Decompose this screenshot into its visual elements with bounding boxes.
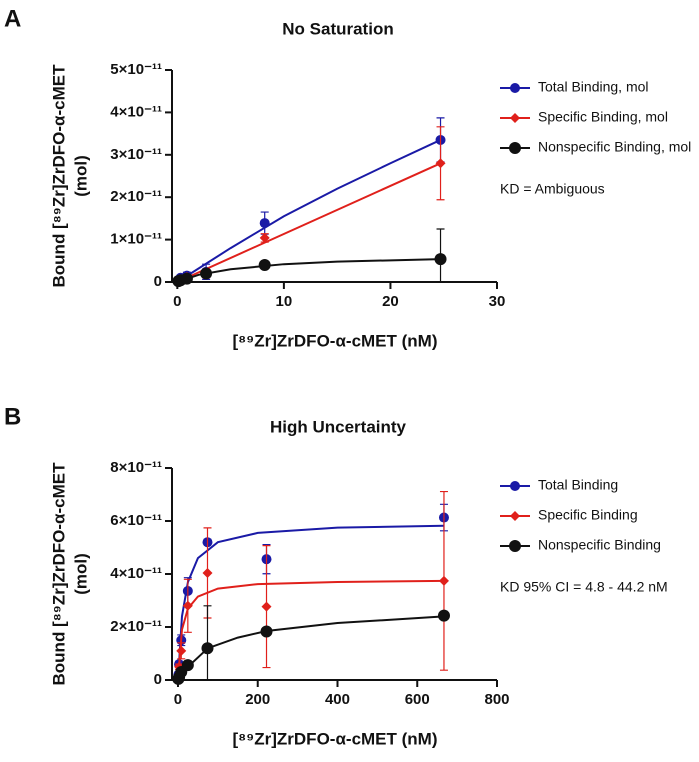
- annotation: KD 95% CI = 4.8 - 44.2 nM: [500, 579, 668, 595]
- annotation: KD = Ambiguous: [500, 181, 605, 197]
- data-point: [434, 253, 447, 266]
- panel-label: B: [4, 403, 21, 430]
- y-tick-label: 6×10⁻¹¹: [110, 512, 162, 529]
- x-tick-label: 30: [489, 293, 506, 310]
- legend-marker: [510, 83, 520, 93]
- legend-marker: [509, 540, 521, 552]
- legend-marker: [509, 142, 521, 154]
- data-point: [202, 567, 213, 578]
- legend-label: Nonspecific Binding, mol: [538, 139, 691, 155]
- data-point: [259, 218, 270, 229]
- y-tick-label: 2×10⁻¹¹: [110, 188, 162, 205]
- data-point: [260, 625, 273, 638]
- x-tick-label: 20: [382, 293, 399, 310]
- fit-curve: [176, 139, 441, 283]
- data-point: [180, 272, 193, 285]
- data-point: [258, 259, 271, 272]
- y-tick-label: 5×10⁻¹¹: [110, 61, 162, 78]
- legend-marker: [510, 481, 520, 491]
- y-tick-label: 0: [154, 273, 162, 290]
- legend-label: Total Binding, mol: [538, 79, 649, 95]
- legend-marker: [510, 113, 520, 123]
- fit-curve: [176, 579, 444, 681]
- fit-curve: [177, 615, 445, 681]
- data-point: [176, 645, 187, 656]
- y-tick-label: 2×10⁻¹¹: [110, 618, 162, 635]
- y-axis-label: (mol): [71, 553, 90, 595]
- y-tick-label: 3×10⁻¹¹: [110, 146, 162, 163]
- x-tick-label: 600: [405, 691, 430, 708]
- y-axis-label: (mol): [71, 155, 90, 197]
- legend-label: Total Binding: [538, 477, 618, 493]
- chart-title: High Uncertainty: [270, 417, 407, 436]
- legend-label: Specific Binding, mol: [538, 109, 668, 125]
- fit-curve: [176, 162, 441, 283]
- data-point: [438, 575, 449, 586]
- x-tick-label: 0: [173, 293, 181, 310]
- chart-title: No Saturation: [282, 19, 393, 38]
- fit-curve: [177, 258, 441, 283]
- legend-label: Nonspecific Binding: [538, 537, 661, 553]
- x-tick-label: 200: [245, 691, 270, 708]
- y-tick-label: 8×10⁻¹¹: [110, 459, 162, 476]
- x-tick-label: 10: [276, 293, 293, 310]
- y-axis-label: Bound [⁸⁹Zr]ZrDFO-α-cMET: [49, 462, 68, 686]
- x-tick-label: 800: [484, 691, 509, 708]
- fit-curve: [176, 524, 444, 681]
- y-tick-label: 4×10⁻¹¹: [110, 565, 162, 582]
- data-point: [181, 659, 194, 672]
- data-point: [259, 232, 270, 243]
- y-tick-label: 4×10⁻¹¹: [110, 103, 162, 120]
- data-point: [200, 267, 213, 280]
- y-tick-label: 0: [154, 671, 162, 688]
- legend-marker: [510, 511, 520, 521]
- data-point: [182, 600, 193, 611]
- x-axis-label: [⁸⁹Zr]ZrDFO-α-cMET (nM): [232, 331, 437, 350]
- data-point: [261, 601, 272, 612]
- x-tick-label: 0: [174, 691, 182, 708]
- panel-label: A: [4, 5, 21, 32]
- y-axis-label: Bound [⁸⁹Zr]ZrDFO-α-cMET: [49, 64, 68, 288]
- x-axis-label: [⁸⁹Zr]ZrDFO-α-cMET (nM): [232, 729, 437, 748]
- data-point: [437, 609, 450, 622]
- legend-label: Specific Binding: [538, 507, 638, 523]
- x-tick-label: 400: [325, 691, 350, 708]
- data-point: [201, 642, 214, 655]
- data-point: [435, 158, 446, 169]
- y-tick-label: 1×10⁻¹¹: [110, 231, 162, 248]
